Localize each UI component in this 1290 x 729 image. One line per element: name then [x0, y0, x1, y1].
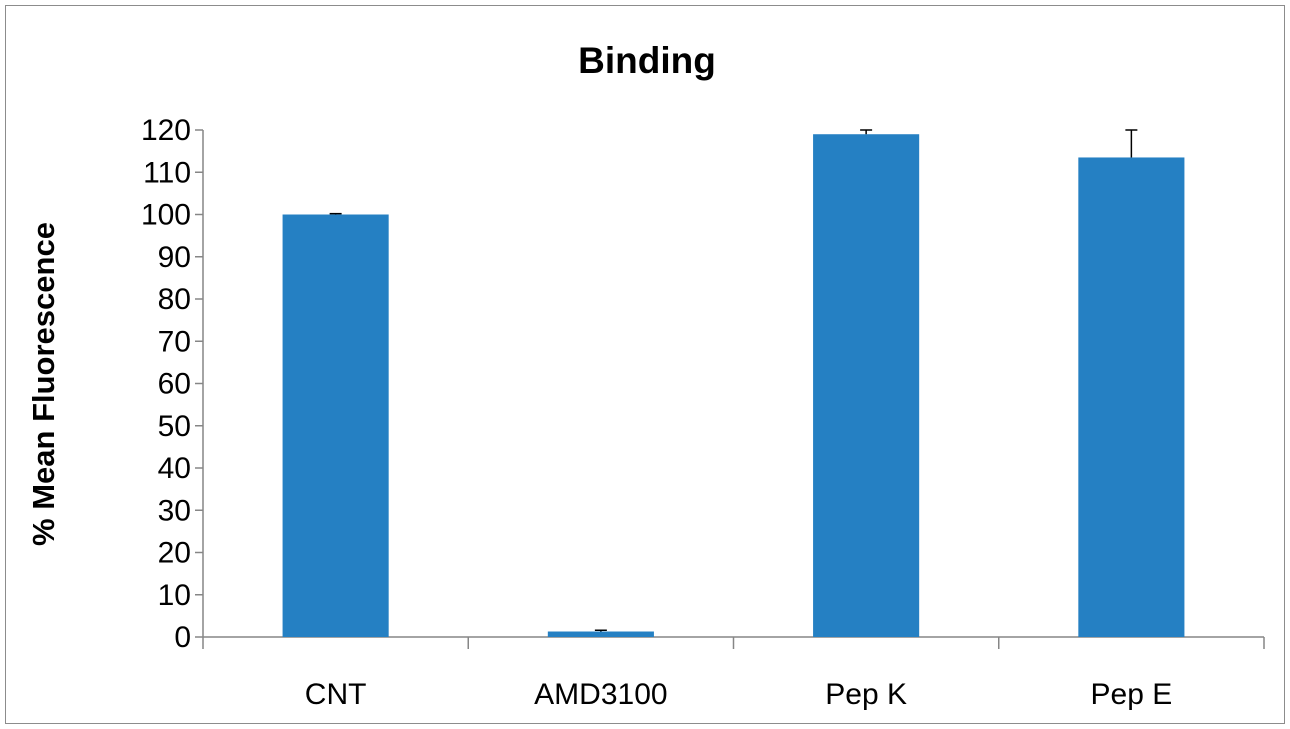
- y-tick-label: 120: [141, 114, 191, 147]
- y-tick-label: 50: [158, 410, 191, 443]
- x-tick-label: CNT: [305, 678, 367, 711]
- bar-pep-k: [813, 134, 920, 637]
- y-tick-label: 100: [141, 199, 191, 232]
- bar-pep-e: [1078, 157, 1185, 637]
- bar-cnt: [282, 214, 389, 637]
- y-tick-label: 70: [158, 325, 191, 358]
- y-tick-label: 10: [158, 579, 191, 612]
- y-tick-label: 20: [158, 537, 191, 570]
- y-tick-label: 90: [158, 241, 191, 274]
- y-tick-label: 60: [158, 368, 191, 401]
- x-tick-label: Pep K: [825, 678, 907, 711]
- bar-amd3100: [547, 631, 654, 637]
- y-tick-label: 110: [143, 156, 191, 189]
- y-tick-label: 0: [174, 621, 191, 654]
- y-axis-label: % Mean Fluorescence: [26, 222, 61, 546]
- x-tick-label: Pep E: [1091, 678, 1173, 711]
- plot-area: 0 10 20 30 40 50 60 70 80 90 100 110 120 CNT AMD3100 Pe…: [141, 114, 1265, 711]
- y-tick-label: 40: [158, 452, 191, 485]
- x-tick-label: AMD3100: [534, 678, 667, 711]
- y-tick-label: 80: [158, 283, 191, 316]
- chart-title: Binding: [578, 40, 716, 81]
- y-tick-label: 30: [158, 494, 191, 527]
- chart-frame: [5, 5, 1285, 724]
